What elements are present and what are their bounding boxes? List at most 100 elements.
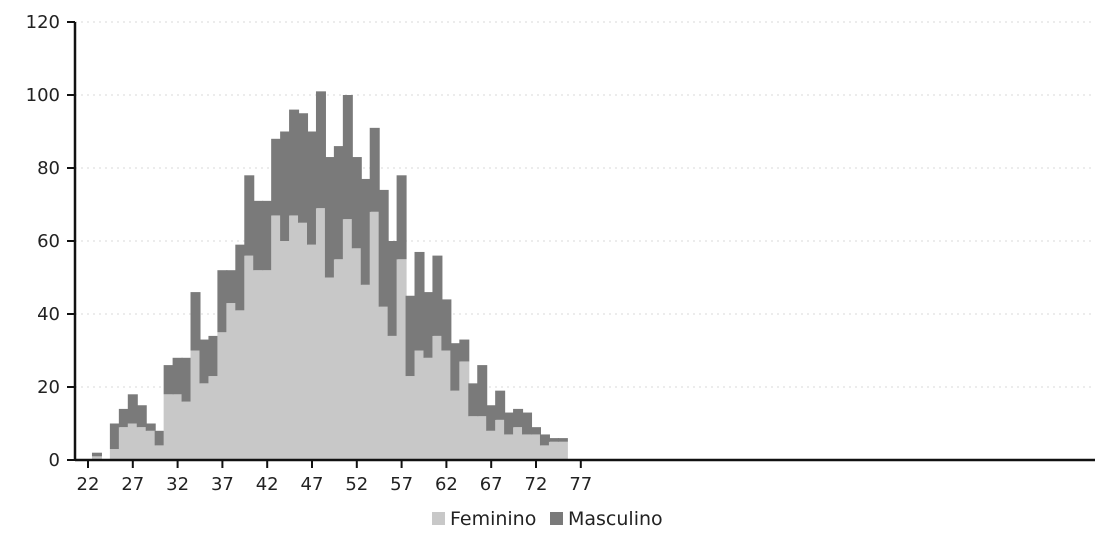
bar-masculino (289, 109, 300, 216)
x-tick-label: 32 (166, 474, 189, 495)
bar-masculino (217, 270, 228, 333)
y-tick-label: 40 (37, 304, 60, 325)
bar-feminino (280, 241, 291, 460)
bar-feminino (235, 310, 246, 460)
bar-feminino (414, 350, 425, 460)
bar-feminino (307, 244, 317, 460)
bar-masculino (280, 131, 291, 241)
bar-masculino (360, 178, 371, 285)
y-tick-label: 20 (37, 377, 60, 398)
bar-masculino (91, 452, 102, 457)
x-tick-label: 47 (301, 474, 324, 495)
bar-masculino (244, 175, 255, 256)
bar-feminino (378, 306, 389, 460)
legend-swatch-masculino (550, 512, 563, 525)
bar-feminino (548, 441, 559, 460)
bar-feminino (522, 434, 533, 460)
bar-feminino (109, 449, 120, 460)
bar-feminino (450, 390, 461, 460)
bar-feminino (226, 303, 237, 460)
bar-feminino (369, 211, 380, 460)
bar-masculino (298, 113, 309, 223)
bar-masculino (405, 295, 416, 377)
x-tick-labels: 22 27 32 37 42 47 52 57 62 67 72 77 (77, 474, 593, 495)
bar-masculino (235, 244, 246, 311)
bar-feminino (199, 383, 210, 460)
bar-feminino (163, 394, 174, 460)
bar-masculino (351, 157, 362, 249)
bar-feminino (342, 219, 353, 460)
bar-masculino (342, 95, 353, 220)
bar-masculino (369, 127, 380, 212)
x-tick-label: 62 (435, 474, 458, 495)
bar-masculino (387, 241, 398, 336)
x-tick-label: 22 (77, 474, 100, 495)
bar-masculino (522, 412, 533, 435)
bar-masculino (136, 405, 147, 428)
bar-masculino (262, 200, 273, 271)
bar-feminino (145, 430, 156, 460)
bar-masculino (432, 255, 443, 336)
bar-feminino (324, 277, 335, 460)
bar-feminino (360, 284, 371, 460)
x-tick-label: 57 (390, 474, 413, 495)
y-tick-labels: 0 20 40 60 80 100 120 (26, 12, 60, 471)
bar-masculino (172, 357, 183, 395)
bar-masculino (468, 383, 479, 417)
bar-feminino (262, 270, 273, 460)
bar-masculino (477, 365, 488, 417)
x-tick-label: 42 (256, 474, 279, 495)
x-tick-label: 67 (480, 474, 503, 495)
bar-masculino (548, 438, 559, 442)
bar-feminino (531, 434, 541, 460)
x-tick-label: 27 (121, 474, 144, 495)
bar-feminino (468, 416, 479, 460)
legend-swatch-feminino (432, 512, 445, 525)
bar-masculino (513, 408, 524, 428)
legend-label-masculino: Masculino (568, 508, 663, 530)
bar-masculino (307, 131, 317, 245)
legend: Feminino Masculino (432, 508, 663, 530)
y-tick-label: 120 (26, 12, 60, 33)
bar-feminino (217, 332, 228, 460)
bar-feminino (459, 361, 470, 460)
bar-feminino (477, 416, 488, 460)
bar-feminino (136, 427, 147, 460)
x-tick-label: 72 (525, 474, 548, 495)
bar-feminino (405, 376, 416, 460)
bar-masculino (315, 91, 326, 209)
bar-feminino (495, 419, 506, 460)
bar-masculino (414, 251, 425, 351)
bar-masculino (208, 335, 219, 377)
y-tick-label: 80 (37, 158, 60, 179)
bar-masculino (450, 343, 461, 391)
bar-masculino (324, 157, 335, 278)
bar-feminino (315, 208, 326, 460)
bar-masculino (199, 339, 210, 384)
bar-feminino (289, 215, 300, 460)
bar-feminino (154, 445, 165, 460)
bar-feminino (504, 434, 515, 460)
x-tick-label: 37 (211, 474, 234, 495)
bar-feminino (181, 401, 192, 460)
bar-feminino (557, 441, 568, 460)
y-tick-label: 100 (26, 85, 60, 106)
bar-feminino (91, 456, 102, 460)
x-tick-label: 52 (345, 474, 368, 495)
bar-masculino (396, 175, 407, 260)
bar-masculino (459, 339, 470, 362)
bar-feminino (432, 335, 443, 460)
bar-feminino (298, 222, 309, 460)
bar-feminino (244, 255, 255, 460)
bar-masculino (531, 427, 541, 435)
bar-masculino (253, 200, 264, 271)
bar-feminino (539, 445, 550, 460)
bar-feminino (441, 350, 452, 460)
bar-masculino (190, 292, 201, 351)
axes (67, 21, 1095, 468)
bar-masculino (118, 408, 129, 428)
bar-feminino (271, 215, 282, 460)
bar-feminino (351, 248, 362, 460)
